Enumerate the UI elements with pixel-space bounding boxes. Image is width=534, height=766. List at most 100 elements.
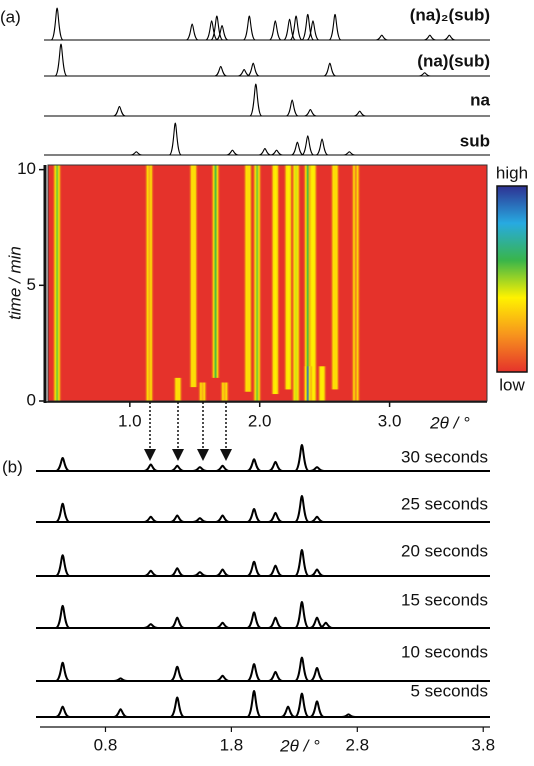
peak (301, 135, 315, 156)
peak (169, 665, 185, 682)
y-axis-label: time / min (5, 246, 24, 320)
peak (258, 148, 271, 156)
x-tick-label: 2.0 (248, 411, 272, 430)
peak (50, 7, 64, 41)
peak (168, 122, 182, 156)
peak (169, 696, 185, 718)
streak (243, 165, 254, 392)
peak (268, 511, 283, 523)
peak (246, 508, 262, 523)
peak (55, 604, 71, 629)
x-tick-label: 3.8 (471, 735, 495, 754)
peak (226, 149, 239, 156)
panel-label: (a) (0, 7, 21, 26)
streak (270, 165, 281, 395)
peak (185, 23, 199, 41)
legend-label: 15 seconds (401, 590, 488, 609)
streak (291, 165, 302, 401)
peak (309, 568, 325, 577)
legend-label: 10 seconds (401, 642, 488, 661)
peak (55, 705, 70, 718)
peak (55, 661, 71, 682)
peak (315, 138, 329, 156)
peak (318, 621, 333, 629)
panel-label: (b) (2, 457, 23, 476)
peak (205, 20, 218, 41)
x-tick-label: 1.0 (118, 411, 142, 430)
peak (246, 690, 262, 718)
peak (113, 105, 126, 117)
peak (301, 13, 315, 41)
peak (243, 15, 256, 41)
peak (294, 692, 310, 718)
streak (52, 165, 63, 401)
peak (309, 616, 325, 629)
peak (54, 43, 68, 77)
peak (423, 34, 436, 41)
x-tick-label: 3.0 (378, 411, 402, 430)
streak (283, 165, 294, 390)
peak (294, 549, 310, 577)
peak (238, 69, 251, 77)
y-tick-label: 0 (27, 390, 36, 409)
y-tick-label: 10 (17, 159, 36, 178)
peak (192, 466, 208, 472)
peak (269, 20, 282, 41)
legend-label: sub (460, 131, 490, 150)
x-tick-label: 2.8 (345, 735, 369, 754)
peak (113, 677, 128, 682)
streak (219, 382, 230, 401)
peak (143, 569, 158, 577)
peak (143, 463, 158, 472)
streak (302, 366, 313, 401)
streak (197, 382, 208, 401)
streak (252, 165, 263, 401)
peak (55, 502, 71, 523)
peak (247, 62, 260, 77)
x-axis-label: 2θ / ° (429, 413, 470, 432)
peak (268, 460, 283, 472)
y-tick-label: 5 (27, 275, 36, 294)
colorbar-label: high (496, 163, 528, 182)
legend-label: (na)(sub) (417, 51, 490, 70)
peak (215, 568, 230, 577)
peak (214, 65, 227, 77)
peak (170, 464, 185, 472)
legend-label: 25 seconds (401, 494, 488, 513)
streak (307, 165, 318, 401)
peak (294, 601, 310, 629)
peak (215, 621, 230, 629)
peak (306, 20, 320, 41)
arrows (144, 384, 232, 461)
peak (268, 670, 283, 682)
peak (169, 616, 185, 629)
peak (246, 560, 262, 577)
peak (246, 458, 262, 472)
peak (294, 495, 310, 523)
peak (343, 151, 356, 156)
streak (210, 165, 221, 378)
peak (285, 99, 299, 117)
streak (317, 366, 328, 401)
colorbar (496, 185, 528, 373)
peak (143, 515, 158, 523)
peak (309, 515, 325, 523)
peak (143, 623, 158, 629)
peak (246, 663, 262, 682)
streak (188, 165, 199, 388)
peak (215, 514, 230, 523)
peak (294, 444, 310, 472)
peak (113, 708, 128, 718)
legend-label: 5 seconds (411, 681, 489, 700)
x-tick-label: 1.8 (220, 735, 244, 754)
peak (215, 464, 230, 472)
peak (309, 667, 325, 682)
peak (170, 567, 185, 577)
peak (353, 110, 366, 117)
legend-label: 20 seconds (401, 541, 488, 560)
heatmap-background (48, 165, 487, 401)
streak (172, 377, 183, 401)
peak (170, 514, 185, 523)
streak (330, 165, 341, 390)
